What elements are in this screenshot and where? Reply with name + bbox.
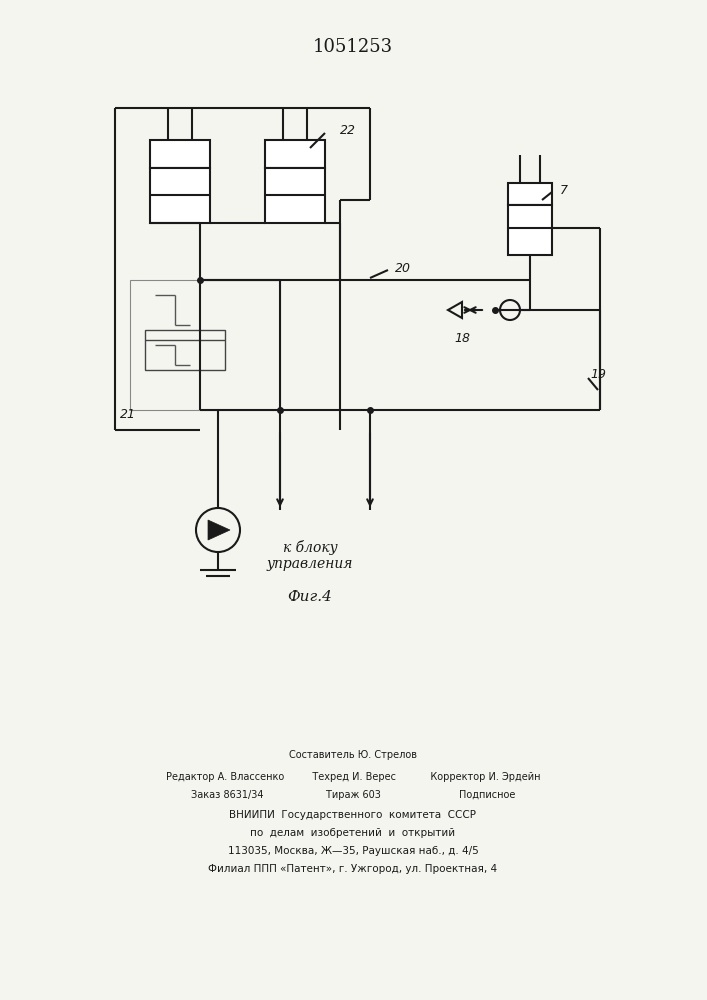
Text: Заказ 8631/34                    Тираж 603                         Подписное: Заказ 8631/34 Тираж 603 Подписное [191,790,515,800]
Text: Составитель Ю. Стрелов: Составитель Ю. Стрелов [289,750,417,760]
Text: по  делам  изобретений  и  открытий: по делам изобретений и открытий [250,828,455,838]
Text: 20: 20 [395,261,411,274]
Text: Филиал ППП «Патент», г. Ужгород, ул. Проектная, 4: Филиал ППП «Патент», г. Ужгород, ул. Про… [209,864,498,874]
Bar [508,205,552,255]
Bar [145,330,225,370]
Bar [265,140,325,168]
Bar [130,280,280,410]
Text: 113035, Москва, Ж—35, Раушская наб., д. 4/5: 113035, Москва, Ж—35, Раушская наб., д. … [228,846,479,856]
Text: ВНИИПИ  Государственного  комитета  СССР: ВНИИПИ Государственного комитета СССР [230,810,477,820]
Text: 18: 18 [454,332,470,345]
Text: 7: 7 [560,184,568,196]
Text: 21: 21 [120,408,136,422]
Bar [508,183,552,205]
Bar [265,168,325,223]
Text: Фиг.4: Фиг.4 [288,590,332,604]
Text: к блоку
управления: к блоку управления [267,540,354,571]
Text: 1051253: 1051253 [313,38,393,56]
Text: 22: 22 [340,123,356,136]
Polygon shape [208,520,230,540]
Text: Редактор А. Влассенко         Техред И. Верес           Корректор И. Эрдейн: Редактор А. Влассенко Техред И. Верес Ко… [165,772,540,782]
Bar [150,168,210,223]
Bar [150,140,210,168]
Text: 19: 19 [590,368,606,381]
